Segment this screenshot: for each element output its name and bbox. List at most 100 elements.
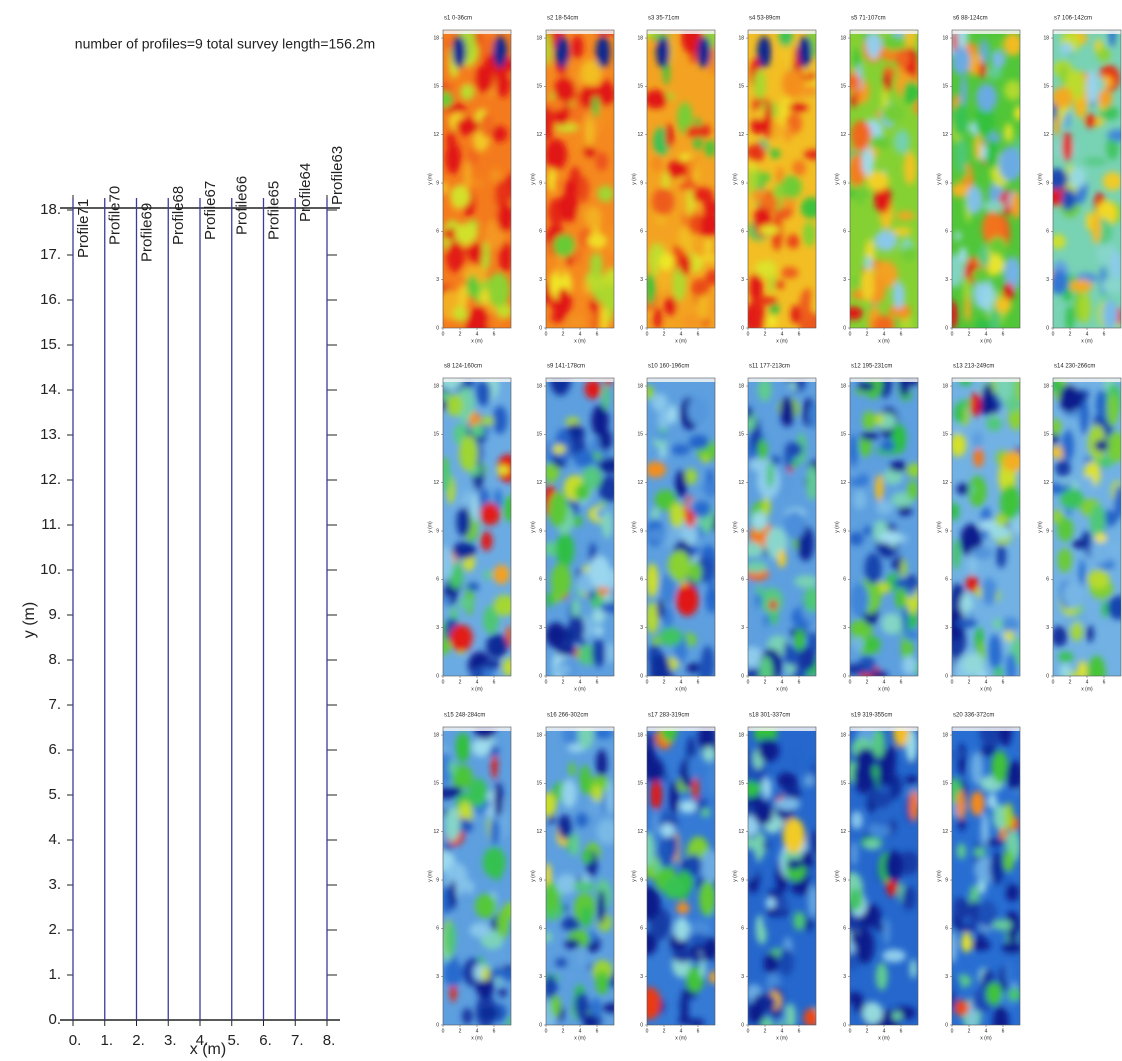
slice-x-tick-label: 4 (781, 1028, 784, 1034)
slice-y-tick-label: 3 (741, 974, 744, 980)
slice-y-tick-label: 6 (1046, 229, 1049, 235)
slice-title: s12 195-231cm (851, 364, 892, 370)
slice-y-tick-label: 6 (843, 577, 846, 583)
slice-blob (872, 315, 895, 328)
slice-y-tick-label: 6 (539, 577, 542, 583)
slice-blob (968, 484, 976, 495)
slice-blob (853, 993, 864, 1014)
slice-blob (954, 136, 968, 173)
slice-y-tick-label: 18 (840, 383, 846, 389)
slice-blob (480, 240, 490, 272)
slice-blob (1057, 517, 1074, 542)
slice-blob (647, 732, 655, 751)
slice-blob (479, 112, 495, 138)
slice-y-tick-label: 6 (945, 229, 948, 235)
slice-image (443, 727, 511, 1025)
slice-blob (757, 925, 767, 945)
x-tick-label: 8. (323, 1032, 336, 1049)
slice-x-tick-label: 4 (579, 1028, 582, 1034)
slice-blob (985, 838, 1006, 847)
slice-blob (1000, 485, 1020, 520)
slice-blob (469, 922, 492, 938)
x-tick-label: 6. (259, 1032, 272, 1049)
slice-image (952, 378, 1020, 676)
slice-blob (468, 778, 488, 807)
slice-blob (564, 625, 574, 651)
y-tick-label: 5. (48, 786, 61, 803)
slice-blob (443, 752, 454, 785)
slice-blob (451, 765, 473, 789)
slice-blob (574, 992, 589, 1021)
slice-top-strip (1053, 30, 1121, 34)
slice-x-tick-label: 4 (680, 1028, 683, 1034)
slice-blob (1058, 651, 1074, 663)
slice-y-tick-label: 0 (741, 325, 744, 331)
slice-blob (602, 385, 610, 411)
slice-blob (546, 622, 567, 648)
slice-x-tick-label: 6 (596, 679, 599, 685)
slice-blob (700, 645, 715, 676)
slice-blob (901, 604, 909, 633)
slice-blob (986, 982, 1003, 1006)
slice-y-tick-label: 18 (637, 732, 643, 738)
slice-x-tick-label: 6 (493, 1028, 496, 1034)
slice-blob (579, 765, 591, 795)
slice-blob (1061, 188, 1076, 211)
slice-blob (582, 146, 596, 158)
slice-y-tick-label: 0 (539, 1022, 542, 1028)
slice-blob (443, 545, 454, 581)
slice-top-strip (850, 30, 918, 34)
slice-x-label: x (m) (471, 686, 483, 692)
slice-blob (790, 305, 801, 324)
slice-y-tick-label: 18 (433, 35, 439, 41)
slice-y-label: y (m) (1037, 173, 1043, 185)
slice-blob (455, 117, 480, 136)
slice-blob (591, 784, 603, 804)
slice-y-tick-label: 0 (1046, 325, 1049, 331)
slice-y-tick-label: 0 (640, 325, 643, 331)
slice-blob (1086, 69, 1099, 104)
slice-blob (550, 563, 572, 598)
slice-blob (470, 423, 485, 437)
y-tick-label: 0. (48, 1011, 61, 1028)
slice-blob (459, 435, 478, 472)
slice-x-tick-label: 0 (442, 1028, 445, 1034)
slice-blob (454, 223, 478, 244)
slice-blob (471, 738, 491, 757)
slice-blob (878, 784, 891, 795)
profile-label: Profile65 (265, 181, 282, 240)
slice-blob (905, 728, 918, 762)
slice-blob (806, 464, 816, 501)
slice-blob (1005, 883, 1020, 902)
slice-y-tick-label: 3 (436, 625, 439, 631)
slice-blob (449, 624, 473, 652)
slice-x-tick-label: 0 (747, 1028, 750, 1034)
slice-blob (550, 995, 561, 1018)
slice-x-tick-label: 0 (545, 1028, 548, 1034)
slice-blob (864, 636, 881, 652)
slice-blob (662, 171, 670, 194)
slice-blob (874, 413, 884, 426)
slice-x-label: x (m) (1081, 686, 1093, 692)
slice-blob (598, 80, 614, 107)
slice-panel: s6 88-124cm 0 3 6 9 12 15 18 0 2 4 6 x (m) y (m) (936, 16, 1021, 344)
slice-blob (984, 286, 992, 314)
slice-panel: s9 141-178cm 0 3 6 9 12 15 18 0 2 4 6 x (m) y (m) (530, 364, 615, 692)
slice-x-tick-label: 4 (985, 331, 988, 337)
slice-blobs (952, 727, 1020, 1025)
slice-y-tick-label: 9 (741, 180, 744, 186)
slice-blob (663, 606, 673, 629)
slice-blob (762, 494, 771, 517)
slice-blob (850, 73, 861, 90)
slice-y-tick-label: 9 (741, 528, 744, 534)
slice-blob (893, 578, 917, 589)
slice-top-strip (647, 727, 715, 731)
slice-blob (869, 135, 891, 150)
slice-y-tick-label: 6 (539, 229, 542, 235)
slice-blob (499, 241, 511, 274)
slice-blob (658, 837, 673, 869)
slice-x-tick-label: 4 (781, 331, 784, 337)
slice-top-strip (952, 378, 1020, 382)
slice-blob (653, 307, 662, 328)
slice-blob (669, 502, 685, 529)
